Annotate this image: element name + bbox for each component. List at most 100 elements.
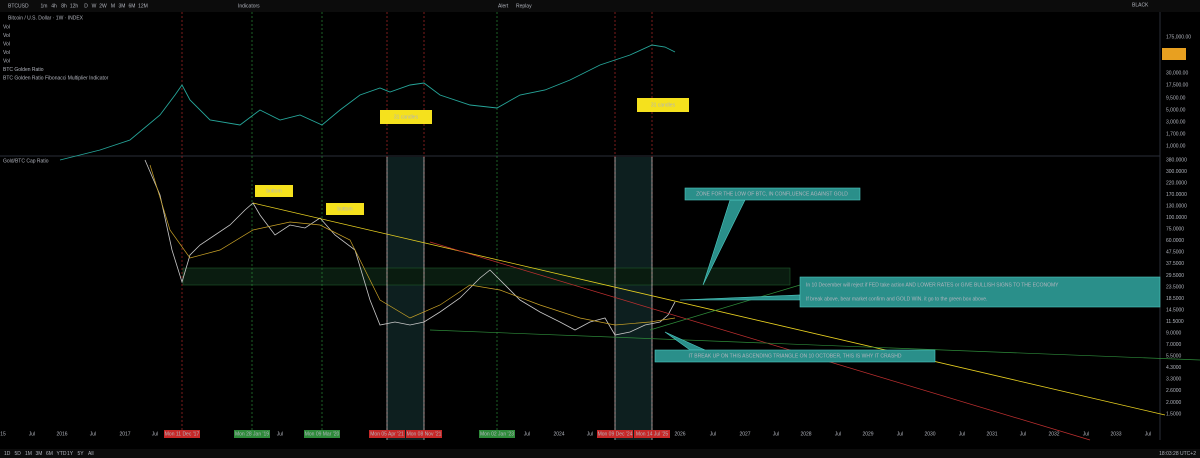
- price-label: 220.0000: [1166, 180, 1187, 186]
- time-label: 15: [0, 431, 6, 437]
- price-label: 2.6000: [1166, 388, 1182, 394]
- price-label: 3.3000: [1166, 377, 1182, 383]
- interval[interactable]: 12h: [70, 3, 79, 9]
- price-label: 47.5000: [1166, 250, 1184, 256]
- time-label: Mon 09 Mar '20: [305, 431, 340, 437]
- price-label: 130.0000: [1166, 204, 1187, 210]
- time-label: Mon 09 Dec '24: [598, 431, 633, 437]
- time-label: Mon 28 Jan '19: [235, 431, 269, 437]
- price-label: 1,000.00: [1166, 143, 1186, 149]
- time-label: Jul: [1020, 431, 1026, 437]
- date-badge: [304, 430, 340, 438]
- interval[interactable]: 8h: [61, 3, 67, 9]
- legend-item: Vol: [3, 24, 10, 30]
- price-label: 100.0000: [1166, 215, 1187, 221]
- price-label: 5.5000: [1166, 354, 1182, 360]
- label-box: [255, 185, 293, 197]
- price-label: 1.5000: [1166, 411, 1182, 417]
- price-label: 14.5000: [1166, 307, 1184, 313]
- time-label: 2032: [1048, 431, 1059, 437]
- indicators[interactable]: Indicators: [238, 3, 260, 9]
- price-label: 9,500.00: [1166, 95, 1186, 101]
- annotation: ZONE FOR THE LOW OF BTC, IN CONFLUENCE A…: [696, 191, 848, 197]
- time-label: Mon 02 Jan '23: [480, 431, 514, 437]
- range-button[interactable]: 5D: [15, 451, 22, 457]
- price-label: 11.5000: [1166, 319, 1184, 325]
- price-label: 9.0000: [1166, 331, 1182, 337]
- time-label: 2031: [986, 431, 997, 437]
- price-label: 4.3000: [1166, 365, 1182, 371]
- range-button[interactable]: YTD: [57, 451, 67, 457]
- symbol: BTCUSD: [8, 3, 29, 9]
- range-button[interactable]: 3M: [36, 451, 43, 457]
- legend-item: Vol: [3, 58, 10, 64]
- interval[interactable]: 4h: [51, 3, 57, 9]
- time-label: 2033: [1110, 431, 1121, 437]
- price-label: 3,000.00: [1166, 119, 1186, 125]
- annotation: bottom: [266, 188, 281, 194]
- time-label: 2017: [119, 431, 130, 437]
- annotation: If break above, bear market confirm and …: [806, 296, 987, 302]
- time-label: Jul: [1083, 431, 1089, 437]
- time-label: Jul: [897, 431, 903, 437]
- interval[interactable]: 1m: [41, 3, 48, 9]
- time-label: 2024: [553, 431, 564, 437]
- bottom-bar: [0, 449, 1200, 458]
- shade-box: [615, 157, 652, 440]
- time-label: Jul: [1145, 431, 1151, 437]
- alert[interactable]: Alert: [498, 3, 509, 9]
- label-box: [637, 98, 689, 112]
- date-badge: [369, 430, 405, 438]
- annotation: In 10 December will reject if FED take a…: [806, 282, 1059, 288]
- date-badge: [406, 430, 442, 438]
- price-label: 17,500.00: [1166, 82, 1188, 88]
- time-label: 2027: [739, 431, 750, 437]
- pane-title: Bitcoin / U.S. Dollar · 1W · INDEX: [8, 15, 84, 21]
- price-label: 18.5000: [1166, 296, 1184, 302]
- date-badge: [479, 430, 515, 438]
- trend-line: [429, 241, 1091, 441]
- legend-item: Vol: [3, 50, 10, 56]
- callouts: [654, 187, 1161, 363]
- range-button[interactable]: 6M: [46, 451, 53, 457]
- range-button[interactable]: 1M: [25, 451, 32, 457]
- interval[interactable]: 3M: [119, 3, 126, 9]
- annotation: 31 candles: [394, 114, 419, 120]
- annotation: IT BREAK UP ON THIS ASCENDING TRIANGLE O…: [689, 353, 902, 359]
- trend-line: [649, 284, 801, 331]
- time-label: Mon 05 Apr '21: [370, 431, 404, 437]
- price-label: 75.0000: [1166, 227, 1184, 233]
- time-label: Jul: [524, 431, 530, 437]
- interval[interactable]: 12M: [138, 3, 148, 9]
- top-toolbar: [0, 0, 1200, 12]
- legend-item: BTC Golden Ratio: [3, 67, 44, 73]
- time-label: Jul: [959, 431, 965, 437]
- price-label: 23.5000: [1166, 284, 1184, 290]
- time-label: Mon 08 Nov '21: [407, 431, 442, 437]
- range-button[interactable]: 1Y: [67, 451, 74, 457]
- time-label: Jul: [29, 431, 35, 437]
- interval[interactable]: D: [84, 3, 88, 9]
- interval[interactable]: 6M: [129, 3, 136, 9]
- trend-line: [429, 329, 1200, 361]
- time-label: 2028: [800, 431, 811, 437]
- interval[interactable]: 2W: [99, 3, 107, 9]
- price-label: 5,000.00: [1166, 107, 1186, 113]
- range-button[interactable]: 5Y: [78, 451, 85, 457]
- time-label: Jul: [710, 431, 716, 437]
- interval[interactable]: W: [92, 3, 97, 9]
- interval[interactable]: M: [111, 3, 115, 9]
- date-badge: [597, 430, 633, 438]
- time-label: Mon 14 Jul '25: [636, 431, 669, 437]
- trend-line: [252, 202, 1166, 416]
- price-label: 37.5000: [1166, 261, 1184, 267]
- time-label: Jul: [277, 431, 283, 437]
- range-button[interactable]: 1D: [4, 451, 11, 457]
- range-button[interactable]: All: [88, 451, 94, 457]
- price-label: 29.5000: [1166, 273, 1184, 279]
- price-label: 1,700.00: [1166, 131, 1186, 137]
- time-label: 2029: [862, 431, 873, 437]
- date-badge: [234, 430, 270, 438]
- replay[interactable]: Replay: [516, 3, 532, 9]
